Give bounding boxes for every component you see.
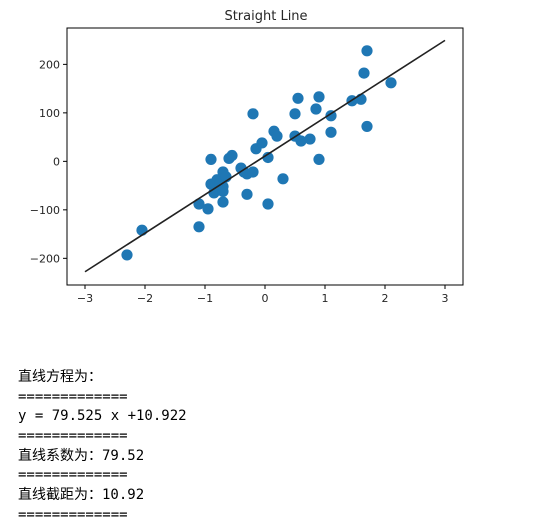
y-tick-label: 100 xyxy=(39,107,60,120)
data-point xyxy=(226,149,238,162)
data-point xyxy=(277,173,289,185)
data-point xyxy=(271,130,283,142)
x-tick-label: 2 xyxy=(382,292,389,305)
separator-line: ============= xyxy=(18,467,128,484)
separator-line: ============= xyxy=(18,388,128,405)
data-point xyxy=(325,110,337,122)
separator-line: ============= xyxy=(18,506,128,523)
y-tick-label: −100 xyxy=(30,204,60,217)
data-point xyxy=(289,108,301,120)
data-point xyxy=(310,103,322,115)
scatter-chart: Straight Line −3 −2 −1 0 1 2 3 −200 −100 0 100 200 xyxy=(30,9,464,305)
data-point xyxy=(136,224,148,236)
x-tick-label: 3 xyxy=(442,292,449,305)
data-point xyxy=(355,93,367,105)
data-point xyxy=(193,221,205,233)
data-point xyxy=(205,153,217,166)
equation-heading: 直线方程为： xyxy=(18,369,102,385)
x-axis: −3 −2 −1 0 1 2 3 xyxy=(77,285,449,305)
x-tick-label: −3 xyxy=(77,292,93,305)
data-point xyxy=(262,151,274,164)
y-tick-label: 0 xyxy=(53,155,60,168)
x-tick-label: −2 xyxy=(137,292,153,305)
data-point xyxy=(313,153,325,166)
data-point xyxy=(262,198,274,210)
y-tick-label: 200 xyxy=(39,58,60,71)
x-tick-label: −1 xyxy=(197,292,213,305)
y-tick-label: −200 xyxy=(30,252,60,265)
data-point xyxy=(313,91,325,103)
coefficient-text: 直线系数为：79.52 xyxy=(18,447,145,464)
data-point xyxy=(247,166,259,178)
equation-text: y = 79.525 x +10.922 xyxy=(18,408,187,425)
x-tick-label: 1 xyxy=(322,292,329,305)
data-point xyxy=(202,203,214,215)
data-point xyxy=(325,126,337,138)
y-axis: −200 −100 0 100 200 xyxy=(30,58,67,265)
data-point xyxy=(217,196,229,208)
intercept-text: 直线截距为：10.92 xyxy=(18,487,145,504)
data-point xyxy=(361,45,373,57)
data-point xyxy=(241,188,253,200)
data-point xyxy=(385,77,397,89)
regression-line xyxy=(84,39,446,273)
data-point xyxy=(217,185,229,198)
data-point xyxy=(295,135,307,147)
data-point xyxy=(247,108,259,120)
data-point xyxy=(361,120,373,133)
x-tick-label: 0 xyxy=(262,292,269,305)
chart-title: Straight Line xyxy=(224,9,307,24)
data-point xyxy=(256,137,268,149)
data-point xyxy=(292,92,304,104)
scatter-points xyxy=(121,45,397,261)
data-point xyxy=(121,249,133,261)
data-point xyxy=(304,133,316,145)
data-point xyxy=(358,67,370,79)
console-output: 直线方程为： ============= y = 79.525 x +10.92… xyxy=(18,368,538,526)
separator-line: ============= xyxy=(18,428,128,445)
